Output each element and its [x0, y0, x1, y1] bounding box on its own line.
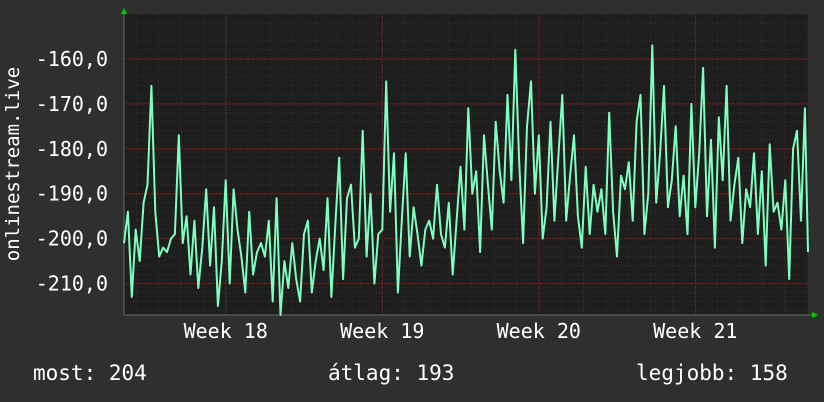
series-group	[123, 44, 809, 316]
stat-current-label: most:	[33, 361, 97, 385]
x-tick-label: Week 19	[340, 319, 424, 343]
x-tick-label: Week 21	[653, 319, 737, 343]
stat-average: átlag: 193	[328, 361, 454, 385]
y-tick-label: -200,0	[36, 227, 108, 251]
y-tick-label: -160,0	[36, 47, 108, 71]
stat-best-label: legjobb:	[636, 361, 738, 385]
stat-best: legjobb: 158	[636, 361, 788, 385]
x-axis: Week 18 Week 19 Week 20 Week 21	[123, 14, 812, 343]
y-tick-label: -180,0	[36, 137, 108, 161]
y-axis-arrow-icon	[121, 8, 127, 14]
y-axis: -160,0 -170,0 -180,0 -190,0 -200,0 -210,0	[36, 47, 108, 296]
stat-average-value: 193	[416, 361, 455, 385]
y-tick-label: -190,0	[36, 182, 108, 206]
major-grid	[124, 14, 808, 315]
stat-average-label: átlag:	[328, 361, 404, 385]
x-tick-label: Week 18	[184, 319, 268, 343]
x-tick-label: Week 20	[497, 319, 581, 343]
y-tick-label: -210,0	[36, 272, 108, 296]
stat-current-value: 204	[108, 361, 147, 385]
series-line	[123, 44, 809, 316]
y-tick-label: -170,0	[36, 92, 108, 116]
stat-current: most: 204	[33, 361, 147, 385]
x-axis-arrow-icon	[812, 312, 818, 318]
y-axis-title: onlinestream.live	[2, 67, 24, 261]
stat-best-value: 158	[749, 361, 788, 385]
